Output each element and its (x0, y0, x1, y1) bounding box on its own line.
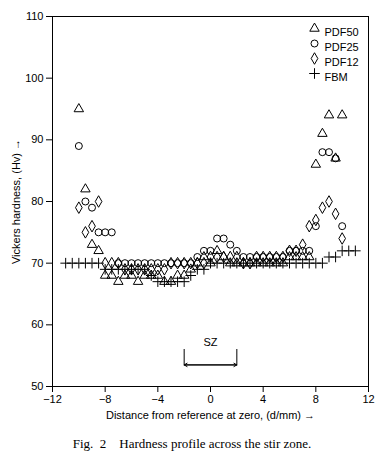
svg-text:−8: −8 (99, 393, 112, 405)
svg-text:0: 0 (207, 393, 213, 405)
svg-text:PDF12: PDF12 (325, 56, 359, 68)
svg-text:Vickers hardness, (Hv) →: Vickers hardness, (Hv) → (10, 139, 22, 264)
svg-text:50: 50 (31, 380, 43, 392)
svg-text:90: 90 (31, 133, 43, 145)
html-text:Fig. 2 Hardness profile across: Fig. 2 Hardness profile across the stir … (72, 436, 312, 451)
svg-text:100: 100 (25, 72, 43, 84)
svg-text:80: 80 (31, 195, 43, 207)
svg-text:−4: −4 (152, 393, 165, 405)
svg-text:Distance from reference at zer: Distance from reference at zero, (d/mm) … (106, 409, 315, 421)
svg-text:SZ: SZ (203, 336, 217, 348)
svg-text:8: 8 (313, 393, 319, 405)
svg-text:110: 110 (26, 10, 44, 22)
svg-text:4: 4 (260, 393, 266, 405)
svg-text:FBM: FBM (325, 71, 348, 83)
svg-text:−12: −12 (43, 393, 62, 405)
svg-text:70: 70 (31, 257, 43, 269)
svg-text:PDF50: PDF50 (325, 26, 359, 38)
svg-text:PDF25: PDF25 (325, 41, 359, 53)
svg-text:60: 60 (31, 318, 43, 330)
svg-text:12: 12 (362, 393, 374, 405)
